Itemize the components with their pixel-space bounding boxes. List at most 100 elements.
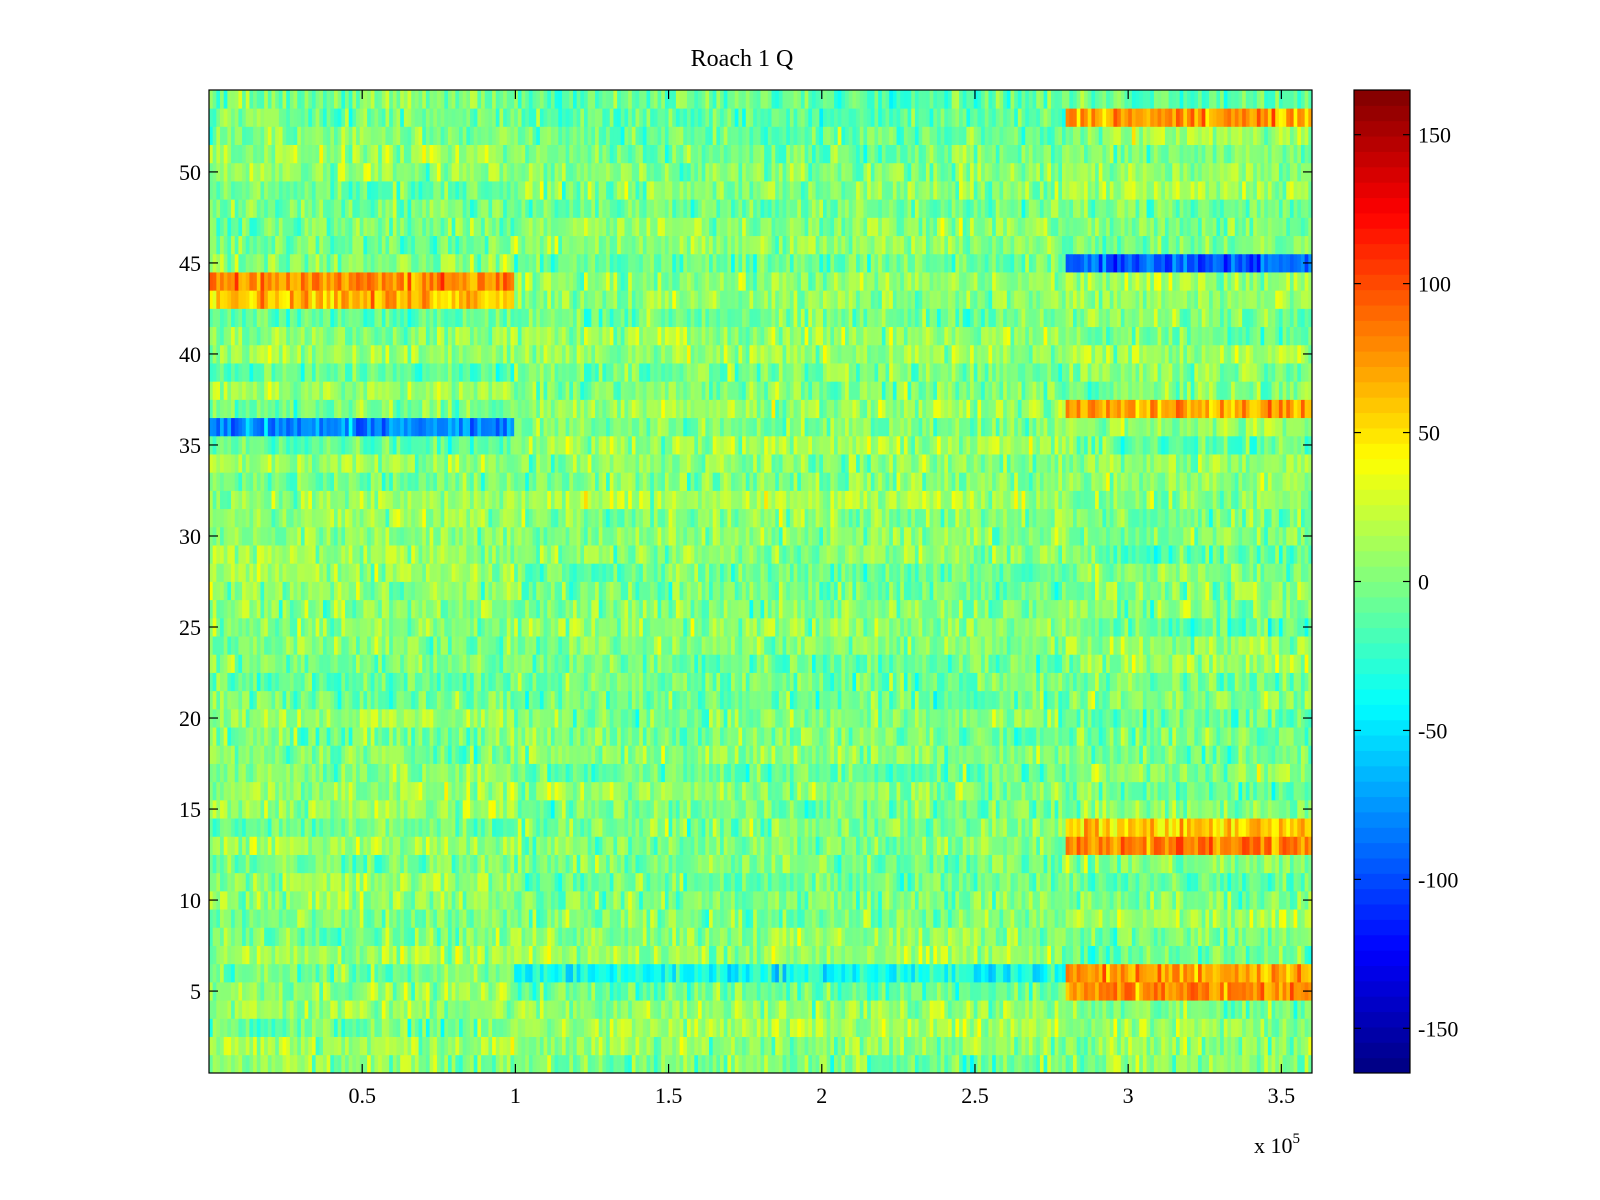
heatmap-cell [223, 963, 228, 983]
heatmap-cell [951, 890, 956, 910]
heatmap-cell [778, 1000, 783, 1019]
heatmap-cell [756, 763, 761, 783]
heatmap-cell [267, 818, 272, 837]
heatmap-cell [874, 963, 879, 983]
heatmap-cell [378, 890, 383, 910]
heatmap-cell [1286, 818, 1291, 837]
heatmap-cell [503, 799, 508, 819]
heatmap-cell [499, 1054, 504, 1074]
heatmap-cell [359, 763, 364, 783]
heatmap-cell [403, 763, 408, 783]
heatmap-cell [495, 799, 500, 819]
heatmap-cell [892, 945, 897, 965]
heatmap-cell [1050, 890, 1056, 910]
heatmap-cell [429, 981, 434, 1001]
heatmap-cell [1006, 799, 1011, 819]
heatmap-cell [330, 799, 335, 819]
heatmap-cell [922, 818, 927, 837]
heatmap-cell [510, 799, 515, 819]
heatmap-cell [300, 781, 305, 801]
heatmap-cell [1186, 799, 1192, 819]
heatmap-cell [999, 1036, 1004, 1056]
heatmap-cell [374, 1036, 379, 1056]
heatmap-cell [914, 763, 919, 783]
heatmap-cell [598, 1036, 603, 1056]
heatmap-cell [381, 763, 386, 783]
heatmap-cell [1282, 818, 1287, 837]
heatmap-cell [1172, 836, 1177, 855]
heatmap-cell [1150, 1018, 1155, 1037]
heatmap-cell [245, 836, 250, 855]
heatmap-cell [536, 854, 541, 874]
heatmap-cell [587, 1018, 592, 1037]
heatmap-cell [951, 872, 956, 892]
heatmap-cell [1017, 1000, 1022, 1019]
heatmap-cell [892, 781, 897, 801]
heatmap-cell [591, 1000, 596, 1019]
heatmap-cell [267, 890, 272, 910]
heatmap-cell [657, 854, 662, 874]
heatmap-cell [602, 945, 607, 965]
heatmap-cell [422, 981, 427, 1001]
heatmap-cell [918, 836, 923, 855]
heatmap-cell [738, 909, 743, 928]
heatmap-cell [249, 1036, 254, 1056]
heatmap-cell [705, 781, 710, 801]
heatmap-cell [870, 872, 875, 892]
heatmap-cell [867, 836, 872, 855]
heatmap-cell [414, 781, 419, 801]
heatmap-cell [668, 1018, 673, 1037]
heatmap-cell [705, 818, 710, 837]
heatmap-cell [753, 1054, 758, 1074]
heatmap-cell [742, 1018, 747, 1037]
heatmap-cell [1238, 945, 1243, 965]
heatmap-cell [1201, 836, 1206, 855]
heatmap-cell [1069, 981, 1074, 1001]
heatmap-cell [1275, 854, 1280, 874]
heatmap-cell [936, 854, 942, 874]
heatmap-cell [1253, 945, 1258, 965]
heatmap-cell [756, 799, 761, 819]
heatmap-cell [425, 1054, 430, 1074]
heatmap-cell [944, 981, 949, 1001]
heatmap-cell [595, 854, 600, 874]
heatmap-cell [918, 963, 923, 983]
heatmap-cell [407, 1036, 412, 1056]
heatmap-cell [650, 927, 655, 946]
heatmap-cell [1028, 799, 1033, 819]
heatmap-cell [764, 818, 769, 837]
heatmap-cell [734, 890, 739, 910]
heatmap-cell [914, 854, 919, 874]
heatmap-cell [334, 927, 339, 946]
heatmap-cell [1286, 1054, 1291, 1074]
heatmap-cell [778, 927, 783, 946]
heatmap-cell [642, 927, 647, 946]
heatmap-cell [738, 1054, 743, 1074]
heatmap-cell [1084, 854, 1089, 874]
heatmap-cell [1161, 1018, 1166, 1037]
heatmap-cell [786, 818, 791, 837]
heatmap-cell [1131, 872, 1136, 892]
heatmap-cell [1216, 781, 1221, 801]
heatmap-cell [1150, 890, 1155, 910]
heatmap-cell [558, 981, 563, 1001]
heatmap-cell [1061, 890, 1067, 910]
heatmap-cell [425, 927, 430, 946]
heatmap-cell [914, 1054, 919, 1074]
heatmap-cell [278, 927, 283, 946]
heatmap-cell [436, 927, 442, 946]
heatmap-cell [264, 1018, 269, 1037]
heatmap-cell [1106, 836, 1111, 855]
heatmap-cell [459, 799, 464, 819]
heatmap-cell [352, 1000, 357, 1019]
heatmap-cell [970, 909, 975, 928]
heatmap-cell [826, 799, 831, 819]
heatmap-cell [951, 909, 956, 928]
heatmap-cell [220, 1036, 225, 1056]
heatmap-cell [830, 909, 835, 928]
heatmap-cell [995, 799, 1000, 819]
heatmap-cell [642, 981, 647, 1001]
heatmap-cell [929, 1036, 934, 1056]
heatmap-cell [587, 818, 592, 837]
heatmap-cell [1161, 890, 1166, 910]
